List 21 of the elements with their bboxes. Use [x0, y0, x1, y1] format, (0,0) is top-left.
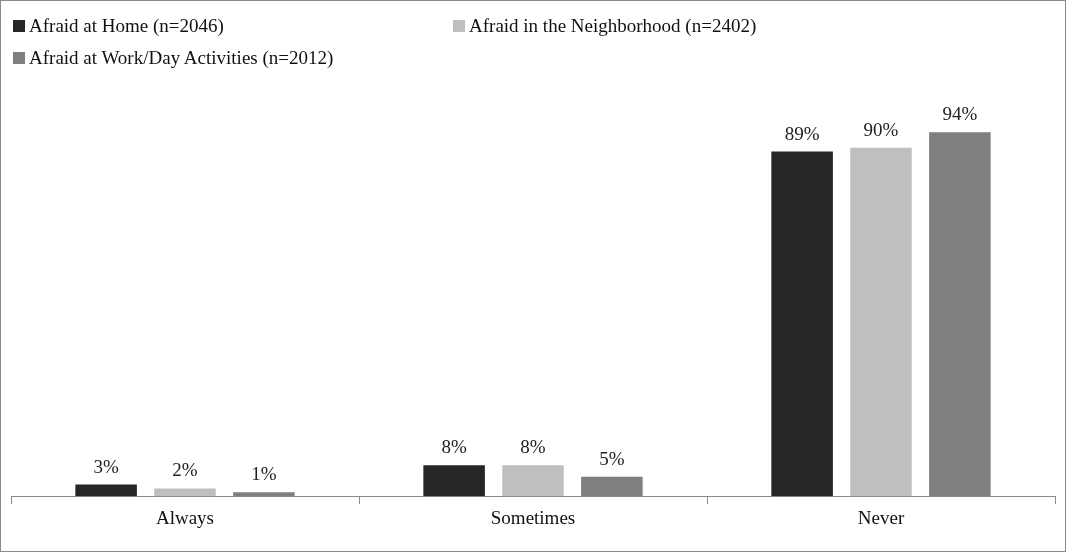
x-tick-label: Always — [155, 506, 215, 528]
data-label: 90% — [863, 118, 899, 140]
data-label: 3% — [93, 455, 119, 477]
data-label: 8% — [441, 436, 467, 458]
bar — [850, 147, 912, 497]
data-label: 94% — [942, 103, 978, 125]
legend-label: Afraid at Work/Day Activities (n=2012) — [29, 47, 334, 69]
x-tick-label: Never — [857, 506, 905, 528]
data-label: 5% — [599, 447, 625, 469]
legend-label: Afraid at Home (n=2046) — [29, 15, 224, 37]
x-tick-label: Sometimes — [490, 506, 576, 528]
bar — [75, 484, 137, 497]
bar — [423, 465, 485, 497]
data-label: 2% — [172, 459, 198, 481]
bar — [502, 465, 564, 497]
data-label: 89% — [784, 122, 820, 144]
bar — [154, 488, 216, 497]
legend-label: Afraid in the Neighborhood (n=2402) — [469, 15, 757, 37]
data-label: 1% — [251, 463, 277, 485]
bar — [771, 151, 833, 497]
data-label: 8% — [520, 436, 546, 458]
